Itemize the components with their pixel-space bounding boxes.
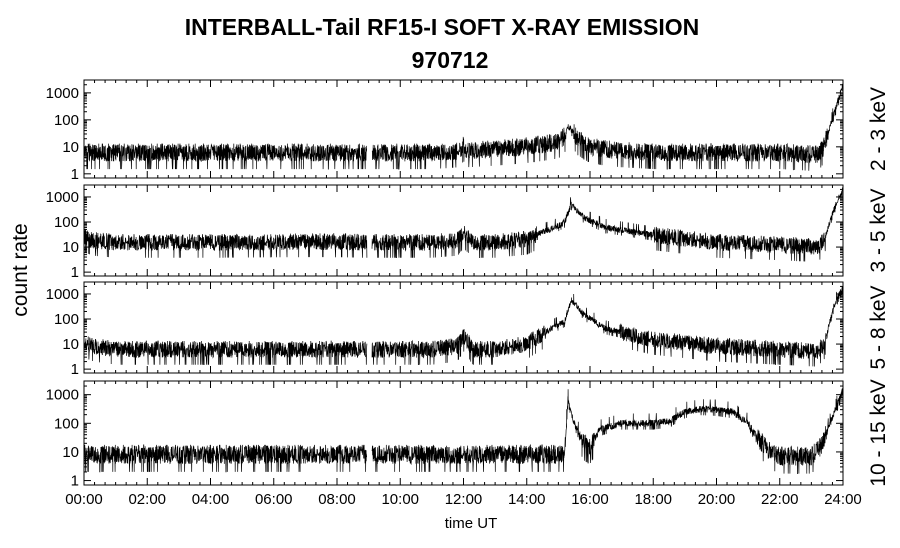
x-tick-label: 14:00	[508, 491, 546, 508]
panel-label: 2 - 3 keV	[867, 87, 890, 171]
series-line	[83, 286, 844, 367]
x-tick-label: 04:00	[192, 491, 230, 508]
panel-frame	[83, 380, 844, 486]
x-tick-label: 10:00	[381, 491, 419, 508]
y-tick-label: 1	[71, 473, 79, 490]
y-tick-label: 10	[62, 239, 79, 256]
y-tick-label: 1000	[46, 189, 79, 206]
x-tick-label: 06:00	[255, 491, 293, 508]
x-tick-label: 00:00	[65, 491, 103, 508]
y-tick-label: 1	[71, 166, 79, 183]
x-tick-label: 20:00	[698, 491, 736, 508]
x-tick-label: 22:00	[761, 491, 799, 508]
chart-subtitle: 970712	[412, 47, 489, 73]
y-tick-label: 1	[71, 264, 79, 281]
panel-label: 10 - 15 keV	[867, 379, 890, 486]
x-tick-label: 24:00	[824, 491, 862, 508]
panel-1: 1000 100 10 1 2 - 3 keV	[46, 79, 890, 183]
x-tick-label: 18:00	[634, 491, 672, 508]
y-tick-label: 100	[54, 214, 79, 231]
y-tick-label: 10	[62, 444, 79, 461]
y-tick-label: 100	[54, 415, 79, 432]
panel-2: 1000 100 10 1 3 - 5 keV	[46, 184, 890, 281]
y-tick-label: 1000	[46, 85, 79, 102]
y-tick-label: 100	[54, 311, 79, 328]
panel-label: 3 - 5 keV	[867, 188, 890, 272]
x-tick-label: 02:00	[128, 491, 166, 508]
y-tick-label: 10	[62, 336, 79, 353]
panel-label: 5 - 8 keV	[867, 285, 890, 369]
series-line	[83, 83, 844, 171]
y-tick-label: 1000	[46, 286, 79, 303]
chart-title: INTERBALL-Tail RF15-I SOFT X-RAY EMISSIO…	[185, 14, 700, 40]
x-axis-label: time UT	[445, 515, 498, 532]
y-tick-label: 1000	[46, 387, 79, 404]
y-tick-label: 1	[71, 361, 79, 378]
y-axis-label: count rate	[9, 223, 32, 316]
panel-4: 1000 100 10 1 10 - 15 keV 00:00 02:00 04:00 06:0…	[46, 379, 890, 508]
series-line	[83, 186, 844, 262]
y-tick-label: 10	[62, 139, 79, 156]
x-tick-label: 08:00	[318, 491, 356, 508]
panel-frame	[83, 184, 844, 277]
y-tick-label: 100	[54, 112, 79, 129]
x-tick-label: 12:00	[445, 491, 483, 508]
series-line	[83, 388, 844, 474]
x-tick-label: 16:00	[571, 491, 609, 508]
panel-3: 1000 100 10 1 5 - 8 keV	[46, 281, 890, 378]
